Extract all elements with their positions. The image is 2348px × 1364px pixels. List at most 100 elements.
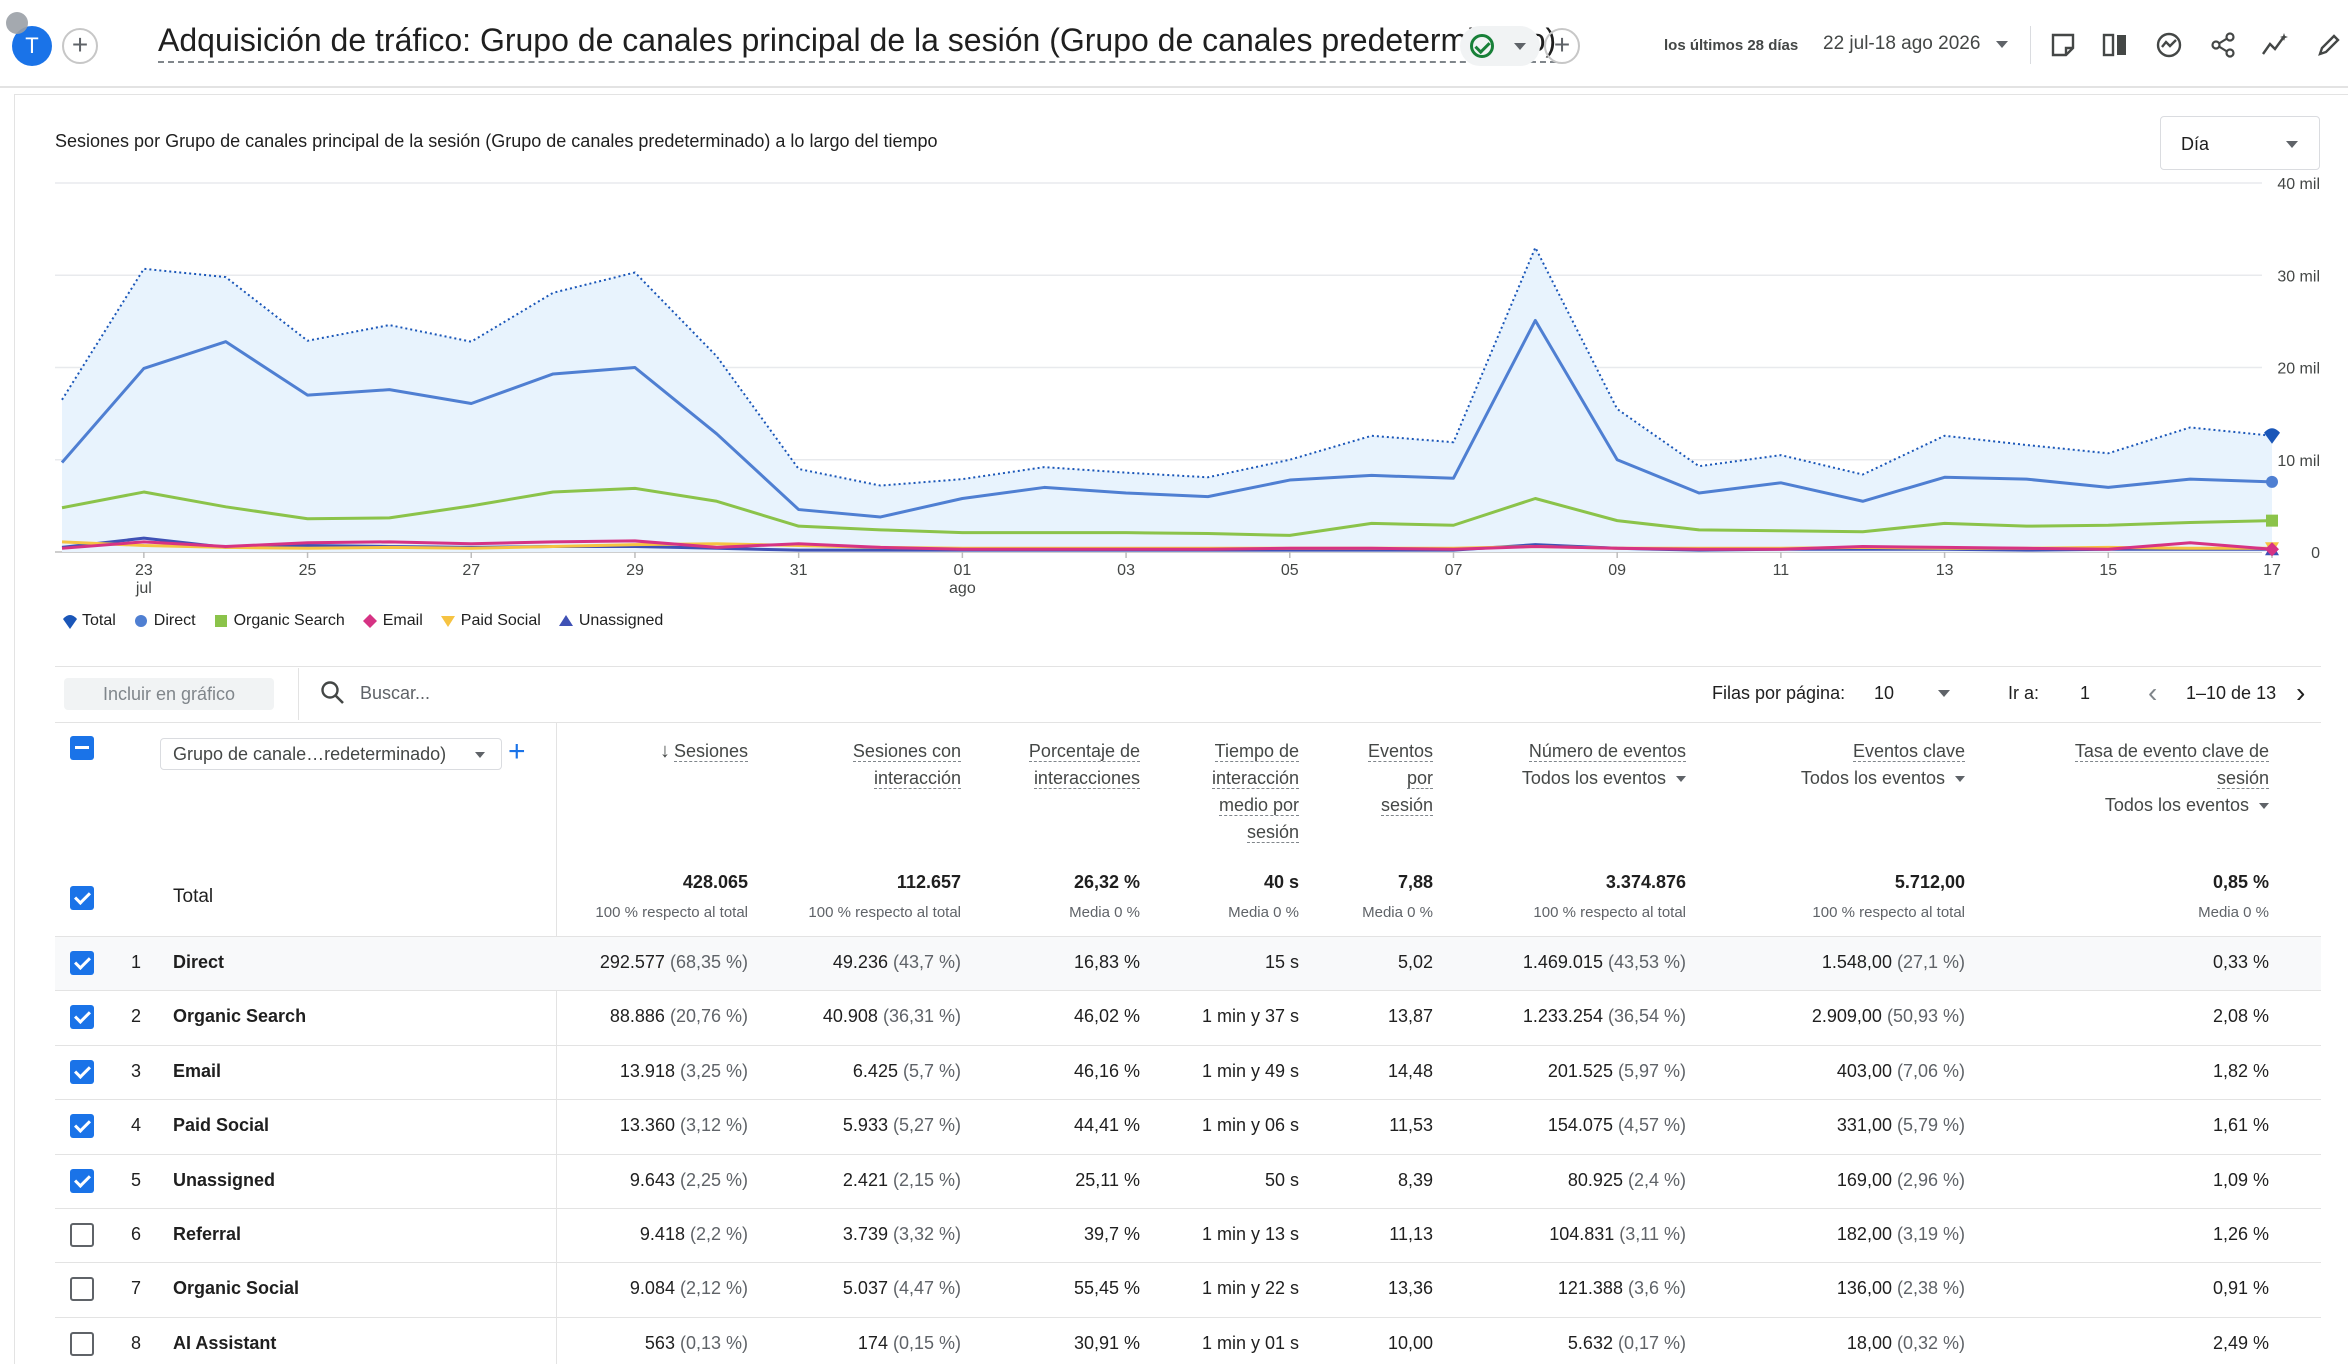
annotation-icon[interactable] (2048, 30, 2078, 60)
cell-engagement-rate: 39,7 % (1084, 1224, 1140, 1245)
event-filter-select[interactable]: Todos los eventos (1466, 765, 1686, 791)
total-checkbox[interactable] (70, 886, 94, 910)
row-number: 8 (130, 1332, 141, 1353)
cell-value: 169,00 (1836, 1169, 1892, 1190)
x-tick-label: 01 (953, 562, 971, 579)
row-channel-name[interactable]: Organic Social (173, 1278, 300, 1299)
row-checkbox[interactable] (70, 1277, 94, 1302)
column-header-sessions[interactable]: ↓ Sesiones (659, 740, 748, 762)
row-divider (55, 936, 2321, 937)
edit-icon[interactable] (2314, 30, 2344, 60)
column-header-engaged-sessions[interactable]: Sesiones con interacción (852, 741, 961, 789)
cell-event-count: 5.632 (0,17 %) (1568, 1333, 1686, 1354)
legend-item-total[interactable]: Total (62, 612, 116, 630)
granularity-select[interactable]: Día (2160, 116, 2320, 170)
cell-value: 13.918 (619, 1060, 675, 1081)
cell-sessions: 13.918 (3,25 %) (620, 1061, 748, 1082)
add-comparison-button[interactable]: + (62, 28, 98, 64)
legend-item-organic-search[interactable]: Organic Search (214, 612, 345, 630)
previous-page-icon[interactable]: ‹ (2148, 677, 2158, 708)
column-header-avg-engagement-time[interactable]: Tiempo de interacción medio por sesión (1211, 741, 1299, 843)
total-event-count: 3.374.876 (1605, 872, 1686, 892)
date-chevron-down-icon[interactable] (1996, 41, 2008, 48)
column-header-key-event-rate[interactable]: Tasa de evento clave de sesión Todos los… (2029, 738, 2269, 818)
next-page-icon[interactable]: › (2296, 677, 2306, 708)
row-checkbox[interactable] (70, 1168, 94, 1193)
cell-value: 2,49 % (2212, 1332, 2269, 1353)
search-input[interactable]: Buscar... (360, 683, 431, 703)
row-checkbox[interactable] (70, 1223, 94, 1247)
cell-share: (7,06 %) (1891, 1060, 1965, 1081)
cell-share: (2,15 %) (887, 1169, 961, 1190)
row-channel-name[interactable]: Direct (173, 952, 225, 972)
goto-page-input[interactable]: 1 (2080, 683, 2091, 703)
row-checkbox[interactable] (70, 1059, 94, 1084)
date-preset-label[interactable]: los últimos 28 días (1664, 37, 1799, 54)
rows-per-page-select[interactable]: 10 (1874, 683, 1895, 703)
insights-icon[interactable] (2154, 30, 2184, 60)
column-header-key-events[interactable]: Eventos clave Todos los eventos (1745, 738, 1965, 791)
chevron-down-icon[interactable] (1938, 690, 1950, 697)
dimension-select[interactable]: Grupo de canale…redeterminado) (160, 738, 502, 770)
cell-avg-engagement-time: 1 min y 37 s (1202, 1006, 1299, 1027)
key-event-rate-filter-select[interactable]: Todos los eventos (2029, 792, 2269, 818)
cell-sessions: 88.886 (20,76 %) (610, 1006, 748, 1027)
report-status-dropdown[interactable] (1460, 26, 1540, 66)
x-tick-label: 31 (790, 562, 808, 579)
cell-value: 15 s (1264, 952, 1299, 972)
row-channel-name[interactable]: Referral (173, 1224, 242, 1244)
legend-label: Total (82, 612, 116, 629)
cell-engaged-sessions: 2.421 (2,15 %) (843, 1170, 961, 1191)
cell-value: 1.469.015 (1522, 952, 1603, 972)
legend-item-paid-social[interactable]: Paid Social (440, 612, 541, 630)
legend-item-unassigned[interactable]: Unassigned (558, 612, 663, 630)
date-range[interactable]: 22 jul-18 ago 2026 (1823, 33, 1981, 54)
row-checkbox[interactable] (70, 951, 94, 975)
total-area (62, 247, 2272, 552)
row-divider (55, 990, 2321, 992)
column-header-events-per-session[interactable]: Eventos por sesión (1367, 741, 1433, 816)
row-channel-name[interactable]: AI Assistant (173, 1332, 277, 1353)
cell-share: (2,2 %) (684, 1224, 748, 1244)
cell-key-events: 403,00 (7,06 %) (1837, 1061, 1965, 1082)
select-all-checkbox[interactable] (70, 736, 94, 760)
cell-share: (3,6 %) (1622, 1278, 1686, 1299)
cell-value: 182,00 (1836, 1224, 1892, 1244)
row-channel-name[interactable]: Unassigned (173, 1169, 276, 1190)
share-icon[interactable] (2208, 30, 2238, 60)
cell-value: 6.425 (852, 1060, 898, 1081)
row-checkbox[interactable] (70, 1114, 94, 1139)
legend-circle-icon (134, 614, 148, 628)
row-channel-name[interactable]: Paid Social (173, 1115, 270, 1136)
user-avatar[interactable]: T (12, 26, 52, 66)
column-header-event-count[interactable]: Número de eventos Todos los eventos (1466, 738, 1686, 791)
goto-label: Ir a: (2008, 683, 2040, 703)
row-channel-name[interactable]: Email (173, 1060, 222, 1081)
row-checkbox[interactable] (70, 1005, 94, 1030)
cell-value: 88.886 (609, 1006, 665, 1027)
cell-share: (3,12 %) (674, 1115, 748, 1136)
legend-item-direct[interactable]: Direct (134, 612, 196, 630)
legend-square-icon (214, 614, 228, 628)
cell-share: (0,15 %) (887, 1332, 961, 1353)
key-event-filter-select[interactable]: Todos los eventos (1745, 765, 1965, 791)
add-button[interactable]: + (1544, 28, 1580, 64)
sort-desc-icon[interactable]: ↓ (659, 740, 670, 762)
y-tick-label: 40 mil (2277, 176, 2320, 193)
row-channel-name[interactable]: Organic Search (173, 1006, 307, 1027)
legend-diamond-icon (362, 614, 377, 628)
row-checkbox[interactable] (70, 1331, 94, 1356)
rows-per-page-label: Filas por página: (1712, 683, 1846, 703)
cell-value: 0,91 % (2212, 1278, 2269, 1299)
row-number: 2 (130, 1006, 141, 1027)
total-sessions: 428.065 (682, 872, 748, 892)
column-header-engagement-rate[interactable]: Porcentaje de interacciones (1028, 741, 1140, 789)
x-tick-label: 13 (1936, 562, 1954, 579)
add-dimension-icon[interactable]: + (508, 735, 526, 768)
cell-engaged-sessions: 3.739 (3,32 %) (843, 1224, 961, 1245)
page-title[interactable]: Adquisición de tráfico: Grupo de canales… (158, 22, 1557, 63)
legend-item-email[interactable]: Email (362, 612, 423, 630)
anomaly-icon[interactable] (2260, 30, 2290, 60)
compare-icon[interactable] (2100, 30, 2130, 60)
include-in-chart-button[interactable]: Incluir en gráfico (64, 678, 274, 710)
